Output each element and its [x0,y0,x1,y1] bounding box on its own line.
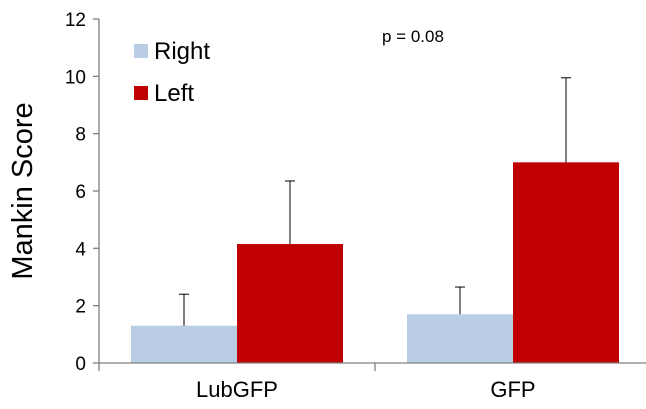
bar [407,314,513,363]
y-tick-label: 12 [65,10,86,31]
p-value-annotation: p = 0.08 [382,27,444,46]
bars [131,162,619,363]
legend-swatch [134,44,148,58]
y-tick-label: 10 [65,67,86,88]
y-tick-label: 0 [75,354,86,375]
y-tick-label: 4 [75,239,86,260]
bar [237,244,343,363]
axes [98,19,646,371]
y-axis-ticks: 0 2 4 6 8 10 12 [65,10,99,375]
legend-label: Left [154,80,194,107]
y-tick-label: 8 [75,125,86,146]
legend: Right Left [134,38,210,107]
error-bars [179,77,571,326]
y-axis-label: Mankin Score [7,102,39,279]
bar [131,325,237,363]
x-axis-categories: LubGFP GFP [196,377,536,402]
y-tick-label: 6 [75,182,86,203]
x-category-label: LubGFP [196,377,278,402]
legend-label: Right [154,38,210,65]
bar [513,162,619,363]
y-tick-label: 2 [75,297,86,318]
x-category-label: GFP [490,377,535,402]
legend-swatch [134,86,148,100]
